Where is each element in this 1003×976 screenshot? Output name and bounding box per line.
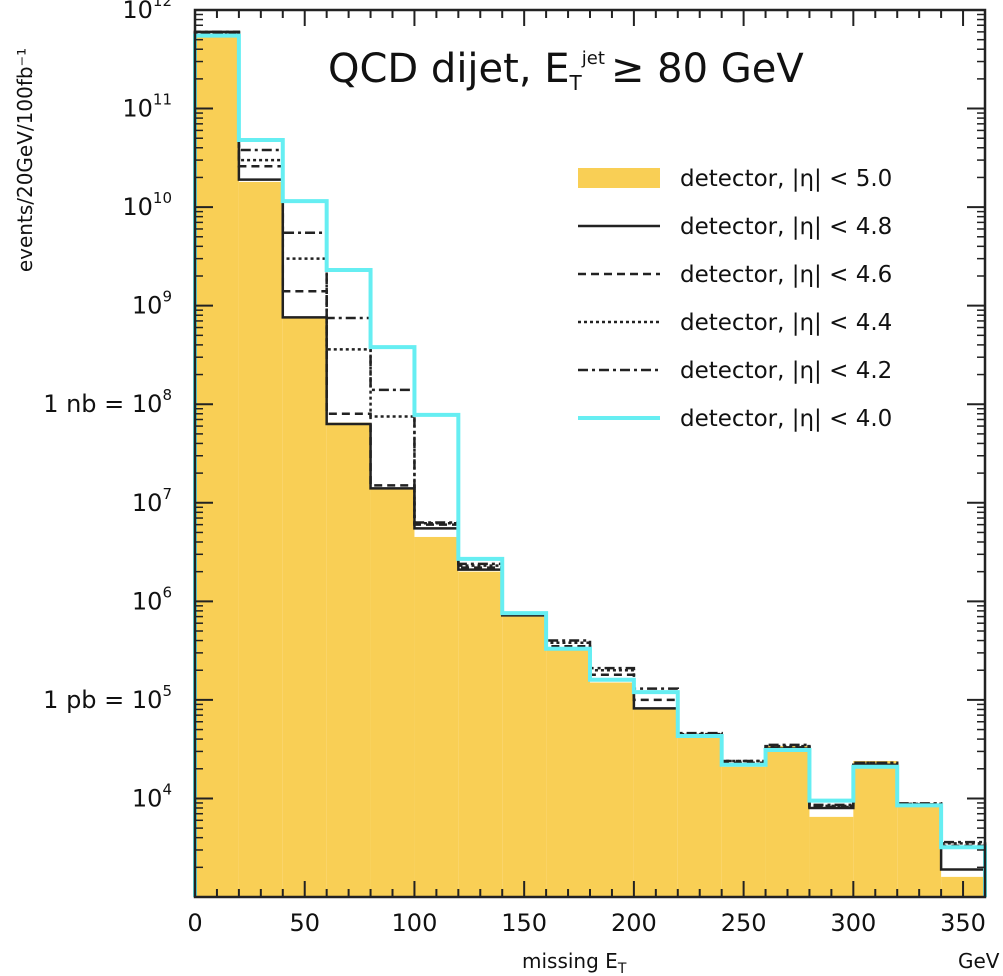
- series-line-3: [193, 31, 987, 897]
- x-tick-label: 200: [611, 909, 657, 937]
- legend-label: detector, |η| < 5.0: [680, 166, 892, 192]
- legend: detector, |η| < 5.0 detector, |η| < 4.8 de…: [578, 166, 892, 432]
- bar-0-15: [853, 760, 898, 897]
- bar-0-0: [195, 35, 239, 898]
- y-tick-label: 1 pb = 105: [43, 682, 172, 714]
- y-tick-label: 104: [132, 780, 172, 812]
- x-tick-label: 0: [187, 909, 202, 937]
- y-tick-label: 107: [132, 485, 172, 517]
- histogram-bars: [195, 35, 985, 898]
- y-tick-label: 106: [132, 583, 172, 615]
- chart-title: QCD dijet, ETjet ≥ 80 GeV: [328, 46, 804, 95]
- x-tick-label: 350: [940, 909, 986, 937]
- x-tick-label: 150: [501, 909, 547, 937]
- y-tick-label: 1 nb = 108: [43, 386, 172, 418]
- bar-0-12: [721, 766, 766, 897]
- bar-0-9: [590, 682, 634, 897]
- histogram-lines: [193, 30, 987, 897]
- legend-label: detector, |η| < 4.8: [680, 214, 892, 240]
- title-main: QCD dijet, E: [328, 46, 570, 92]
- bar-0-3: [326, 422, 371, 897]
- bar-0-6: [458, 571, 503, 897]
- bar-0-11: [677, 737, 722, 897]
- x-tick-label: 50: [289, 909, 320, 937]
- y-tick-label: 1012: [122, 0, 172, 24]
- legend-label: detector, |η| < 4.2: [680, 358, 892, 384]
- bar-0-10: [633, 709, 678, 897]
- legend-swatch-fill: [578, 168, 660, 188]
- axis-ticks: [194, 9, 986, 897]
- bar-0-16: [897, 805, 942, 897]
- x-tick-label: 250: [721, 909, 767, 937]
- x-tick-labels: 0 50 100 150 200 250 300 350: [187, 909, 986, 937]
- y-tick-label: 1011: [122, 91, 172, 123]
- bar-0-1: [238, 181, 283, 898]
- y-tick-label: 109: [132, 288, 172, 320]
- bar-0-13: [765, 746, 810, 897]
- y-axis-label: events/20GeV/100fb⁻¹: [13, 48, 37, 272]
- bar-0-5: [414, 536, 459, 897]
- legend-label: detector, |η| < 4.0: [680, 406, 892, 432]
- bar-0-7: [502, 616, 547, 897]
- legend-label: detector, |η| < 4.6: [680, 262, 892, 288]
- bar-0-2: [282, 317, 327, 897]
- x-axis-unit: GeV: [958, 949, 1000, 973]
- x-tick-label: 300: [830, 909, 876, 937]
- x-axis-label-main: missing E: [522, 949, 618, 973]
- series-line-5: [193, 33, 987, 897]
- bar-0-8: [546, 650, 590, 897]
- x-axis-label-sub: T: [617, 961, 627, 976]
- title-rest: ≥ 80 GeV: [611, 46, 804, 92]
- bar-0-14: [809, 816, 854, 897]
- legend-label: detector, |η| < 4.4: [680, 310, 892, 336]
- bar-0-4: [370, 488, 415, 897]
- title-sup: jet: [581, 48, 605, 69]
- x-axis-label: missing ET: [522, 949, 627, 976]
- title-sub: T: [569, 71, 583, 95]
- x-tick-label: 100: [392, 909, 438, 937]
- y-tick-label: 1010: [122, 189, 172, 221]
- y-tick-labels: 1012 1011 1010 109 1 nb = 108 107 106 1 pb = 10…: [43, 0, 172, 812]
